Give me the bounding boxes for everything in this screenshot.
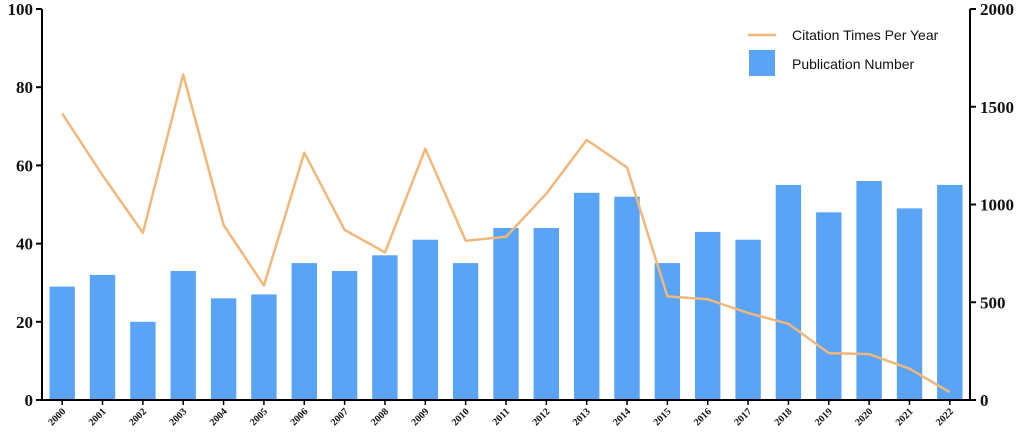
x-tick-label-2020: 2020: [853, 406, 875, 428]
x-tick-label-2015: 2015: [652, 406, 674, 428]
bar-publication-2000: [49, 286, 75, 400]
bar-publication-2022: [937, 184, 963, 400]
right-tick-label: 500: [980, 293, 1006, 312]
x-tick-label-2004: 2004: [208, 406, 230, 428]
left-tick-label: 80: [16, 78, 33, 97]
x-tick-label-2001: 2001: [87, 406, 109, 428]
bar-publication-2004: [210, 298, 237, 400]
bar-publication-2017: [735, 239, 761, 400]
bar-publication-2003: [170, 271, 196, 400]
x-tick-label-2003: 2003: [167, 406, 189, 428]
x-tick-label-2000: 2000: [46, 406, 68, 428]
x-tick-label-2007: 2007: [329, 406, 351, 428]
legend-label-citation: Citation Times Per Year: [792, 27, 939, 43]
bars-group: [49, 181, 963, 400]
bar-publication-2014: [614, 196, 640, 400]
x-tick-label-2018: 2018: [773, 406, 795, 428]
bar-publication-2002: [130, 321, 156, 400]
right-tick-label: 2000: [980, 0, 1014, 19]
legend-label-publication: Publication Number: [792, 56, 915, 72]
right-tick-label: 1000: [980, 196, 1014, 215]
citation-line-group: [61, 73, 951, 394]
legend: Citation Times Per Year Publication Numb…: [748, 27, 939, 76]
left-tick-label: 100: [8, 0, 34, 19]
bar-publication-2015: [654, 263, 681, 400]
x-tick-label-2019: 2019: [813, 406, 835, 428]
bar-publication-2013: [574, 192, 600, 400]
x-tick-label-2006: 2006: [288, 406, 310, 428]
x-tick-label-2009: 2009: [410, 406, 432, 428]
x-tick-label-2021: 2021: [894, 406, 916, 428]
bar-publication-2009: [412, 239, 438, 400]
x-tick-label-2014: 2014: [611, 406, 633, 428]
x-tick-label-2022: 2022: [934, 406, 956, 428]
x-tick-label-2010: 2010: [450, 406, 472, 428]
right-tick-label: 0: [980, 391, 989, 410]
bar-publication-2006: [291, 263, 317, 400]
bar-publication-2019: [816, 212, 842, 400]
right-tick-label: 1500: [980, 98, 1014, 117]
bar-publication-2001: [89, 274, 116, 400]
bar-publication-2008: [372, 255, 398, 400]
bar-publication-2011: [493, 228, 519, 400]
bar-publication-2021: [896, 208, 923, 400]
bar-publication-2020: [856, 181, 882, 400]
x-tick-label-2012: 2012: [531, 406, 553, 428]
x-tick-label-2005: 2005: [248, 406, 270, 428]
x-tick-label-2008: 2008: [369, 406, 391, 428]
x-tick-label-2016: 2016: [692, 406, 714, 428]
bar-publication-2016: [695, 231, 721, 400]
x-tick-label-2002: 2002: [127, 406, 149, 428]
left-tick-label: 0: [25, 391, 34, 410]
bar-publication-2005: [251, 294, 277, 400]
citation-line: [61, 73, 951, 394]
x-tick-label-2011: 2011: [491, 406, 513, 428]
bar-publication-2012: [533, 228, 559, 400]
bar-publication-2018: [775, 184, 802, 400]
x-tick-label-2013: 2013: [571, 406, 593, 428]
bar-publication-2007: [331, 271, 358, 400]
bar-publication-2010: [452, 263, 479, 400]
left-tick-label: 60: [16, 156, 33, 175]
x-tick-label-2017: 2017: [732, 406, 754, 428]
left-tick-label: 20: [16, 313, 33, 332]
left-tick-label: 40: [16, 235, 33, 254]
legend-bar-swatch: [749, 50, 775, 76]
